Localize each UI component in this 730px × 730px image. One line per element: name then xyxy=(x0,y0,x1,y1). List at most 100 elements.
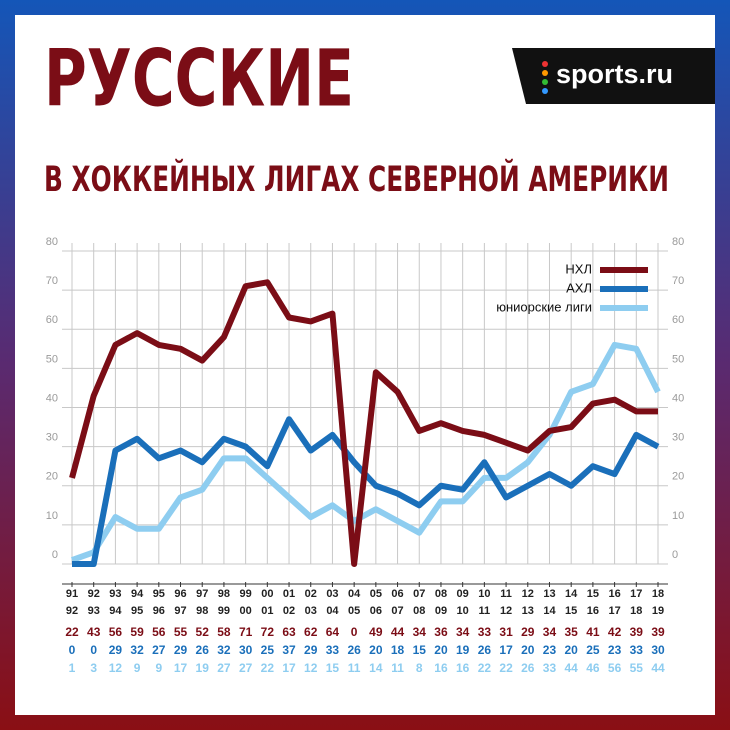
x-tick-label: 03 xyxy=(326,588,338,600)
y2-tick-label: 70 xyxy=(672,275,684,287)
value-label: 26 xyxy=(521,661,535,675)
value-label: 22 xyxy=(261,661,275,675)
x-tick-label: 94 xyxy=(131,588,144,600)
x-tick-label: 16 xyxy=(608,588,620,600)
value-label: 20 xyxy=(369,643,383,657)
value-label: 42 xyxy=(608,625,622,639)
y-tick-label: 50 xyxy=(46,353,58,365)
y-tick-label: 80 xyxy=(46,236,58,248)
y-tick-label: 0 xyxy=(52,549,58,561)
x-tick-label: 01 xyxy=(283,588,295,600)
x-tick-label: 10 xyxy=(457,605,469,617)
x-tick-label: 92 xyxy=(88,588,100,600)
value-label: 26 xyxy=(478,643,492,657)
x-tick-label: 16 xyxy=(587,605,599,617)
x-tick-label: 96 xyxy=(153,605,165,617)
value-label: 17 xyxy=(174,661,188,675)
x-tick-label: 13 xyxy=(522,605,534,617)
value-label: 63 xyxy=(282,625,296,639)
y2-tick-label: 40 xyxy=(672,392,684,404)
value-label: 64 xyxy=(326,625,340,639)
x-tick-label: 10 xyxy=(478,588,490,600)
value-label: 39 xyxy=(630,625,644,639)
x-tick-label: 09 xyxy=(457,588,469,600)
x-tick-label: 08 xyxy=(435,588,447,600)
y-tick-label: 40 xyxy=(46,392,58,404)
value-label: 59 xyxy=(130,625,144,639)
logo-tab xyxy=(512,48,715,104)
logo-dot xyxy=(542,79,548,85)
x-tick-label: 93 xyxy=(88,605,100,617)
value-label: 23 xyxy=(608,643,622,657)
value-label: 34 xyxy=(413,625,427,639)
x-tick-label: 15 xyxy=(587,588,599,600)
value-label: 27 xyxy=(239,661,253,675)
value-label: 56 xyxy=(109,625,123,639)
value-label: 29 xyxy=(109,643,123,657)
x-tick-label: 97 xyxy=(174,605,186,617)
x-tick-label: 95 xyxy=(153,588,165,600)
x-tick-label: 17 xyxy=(608,605,620,617)
x-tick-label: 98 xyxy=(196,605,208,617)
x-tick-label: 13 xyxy=(543,588,555,600)
value-label: 0 xyxy=(351,625,358,639)
value-label: 56 xyxy=(608,661,622,675)
x-tick-label: 09 xyxy=(435,605,447,617)
value-label: 29 xyxy=(304,643,318,657)
value-label: 12 xyxy=(304,661,318,675)
x-tick-label: 02 xyxy=(283,605,295,617)
x-tick-label: 17 xyxy=(630,588,642,600)
value-label: 31 xyxy=(499,625,513,639)
x-tick-label: 99 xyxy=(218,605,230,617)
value-label: 30 xyxy=(651,643,665,657)
value-label: 35 xyxy=(565,625,579,639)
line xyxy=(70,341,661,563)
chart-title: РУССКИЕ xyxy=(44,34,354,124)
y2-tick-label: 60 xyxy=(672,314,684,326)
y2-tick-label: 10 xyxy=(672,510,684,522)
logo-dot xyxy=(542,70,548,76)
value-label: 26 xyxy=(347,643,361,657)
x-tick-label: 94 xyxy=(109,605,122,617)
x-tick-label: 12 xyxy=(500,605,512,617)
x-tick-label: 12 xyxy=(522,588,534,600)
value-label: 52 xyxy=(196,625,210,639)
x-tick-label: 97 xyxy=(196,588,208,600)
y-tick-label: 60 xyxy=(46,314,58,326)
value-label: 55 xyxy=(630,661,644,675)
value-label: 44 xyxy=(651,661,665,675)
value-label: 49 xyxy=(369,625,383,639)
grid: 0 0 10 10 20 20 30 30 40 40 50 50 60 60 70 70 80 80 xyxy=(46,236,684,587)
value-label: 36 xyxy=(434,625,448,639)
x-tick-label: 99 xyxy=(240,588,252,600)
x-tick-label: 01 xyxy=(261,605,273,617)
value-label: 33 xyxy=(478,625,492,639)
value-label: 3 xyxy=(90,661,97,675)
x-tick-label: 14 xyxy=(543,605,556,617)
x-tick-label: 03 xyxy=(305,605,317,617)
x-tick-label: 04 xyxy=(326,605,339,617)
chart-subtitle: В ХОККЕЙНЫХ ЛИГАХ СЕВЕРНОЙ АМЕРИКИ xyxy=(44,158,669,200)
y-tick-label: 30 xyxy=(46,432,58,444)
value-label: 30 xyxy=(239,643,253,657)
value-label: 16 xyxy=(434,661,448,675)
x-tick-label: 92 xyxy=(66,605,78,617)
y2-tick-label: 30 xyxy=(672,432,684,444)
x-tick-label: 08 xyxy=(413,605,425,617)
x-tick-label: 18 xyxy=(630,605,642,617)
value-label: 11 xyxy=(348,661,361,675)
value-label: 34 xyxy=(456,625,470,639)
plot: юниорские лиги АХЛ НХЛ xyxy=(69,261,661,567)
value-label: 26 xyxy=(196,643,210,657)
value-label: 23 xyxy=(543,643,557,657)
value-label: 29 xyxy=(521,625,535,639)
value-label: 15 xyxy=(413,643,427,657)
value-label: 44 xyxy=(391,625,405,639)
x-tick-label: 06 xyxy=(370,605,382,617)
value-label: 55 xyxy=(174,625,188,639)
value-label: 43 xyxy=(87,625,101,639)
x-tick-label: 19 xyxy=(652,605,664,617)
logo-dot xyxy=(542,88,548,94)
value-label: 34 xyxy=(543,625,557,639)
